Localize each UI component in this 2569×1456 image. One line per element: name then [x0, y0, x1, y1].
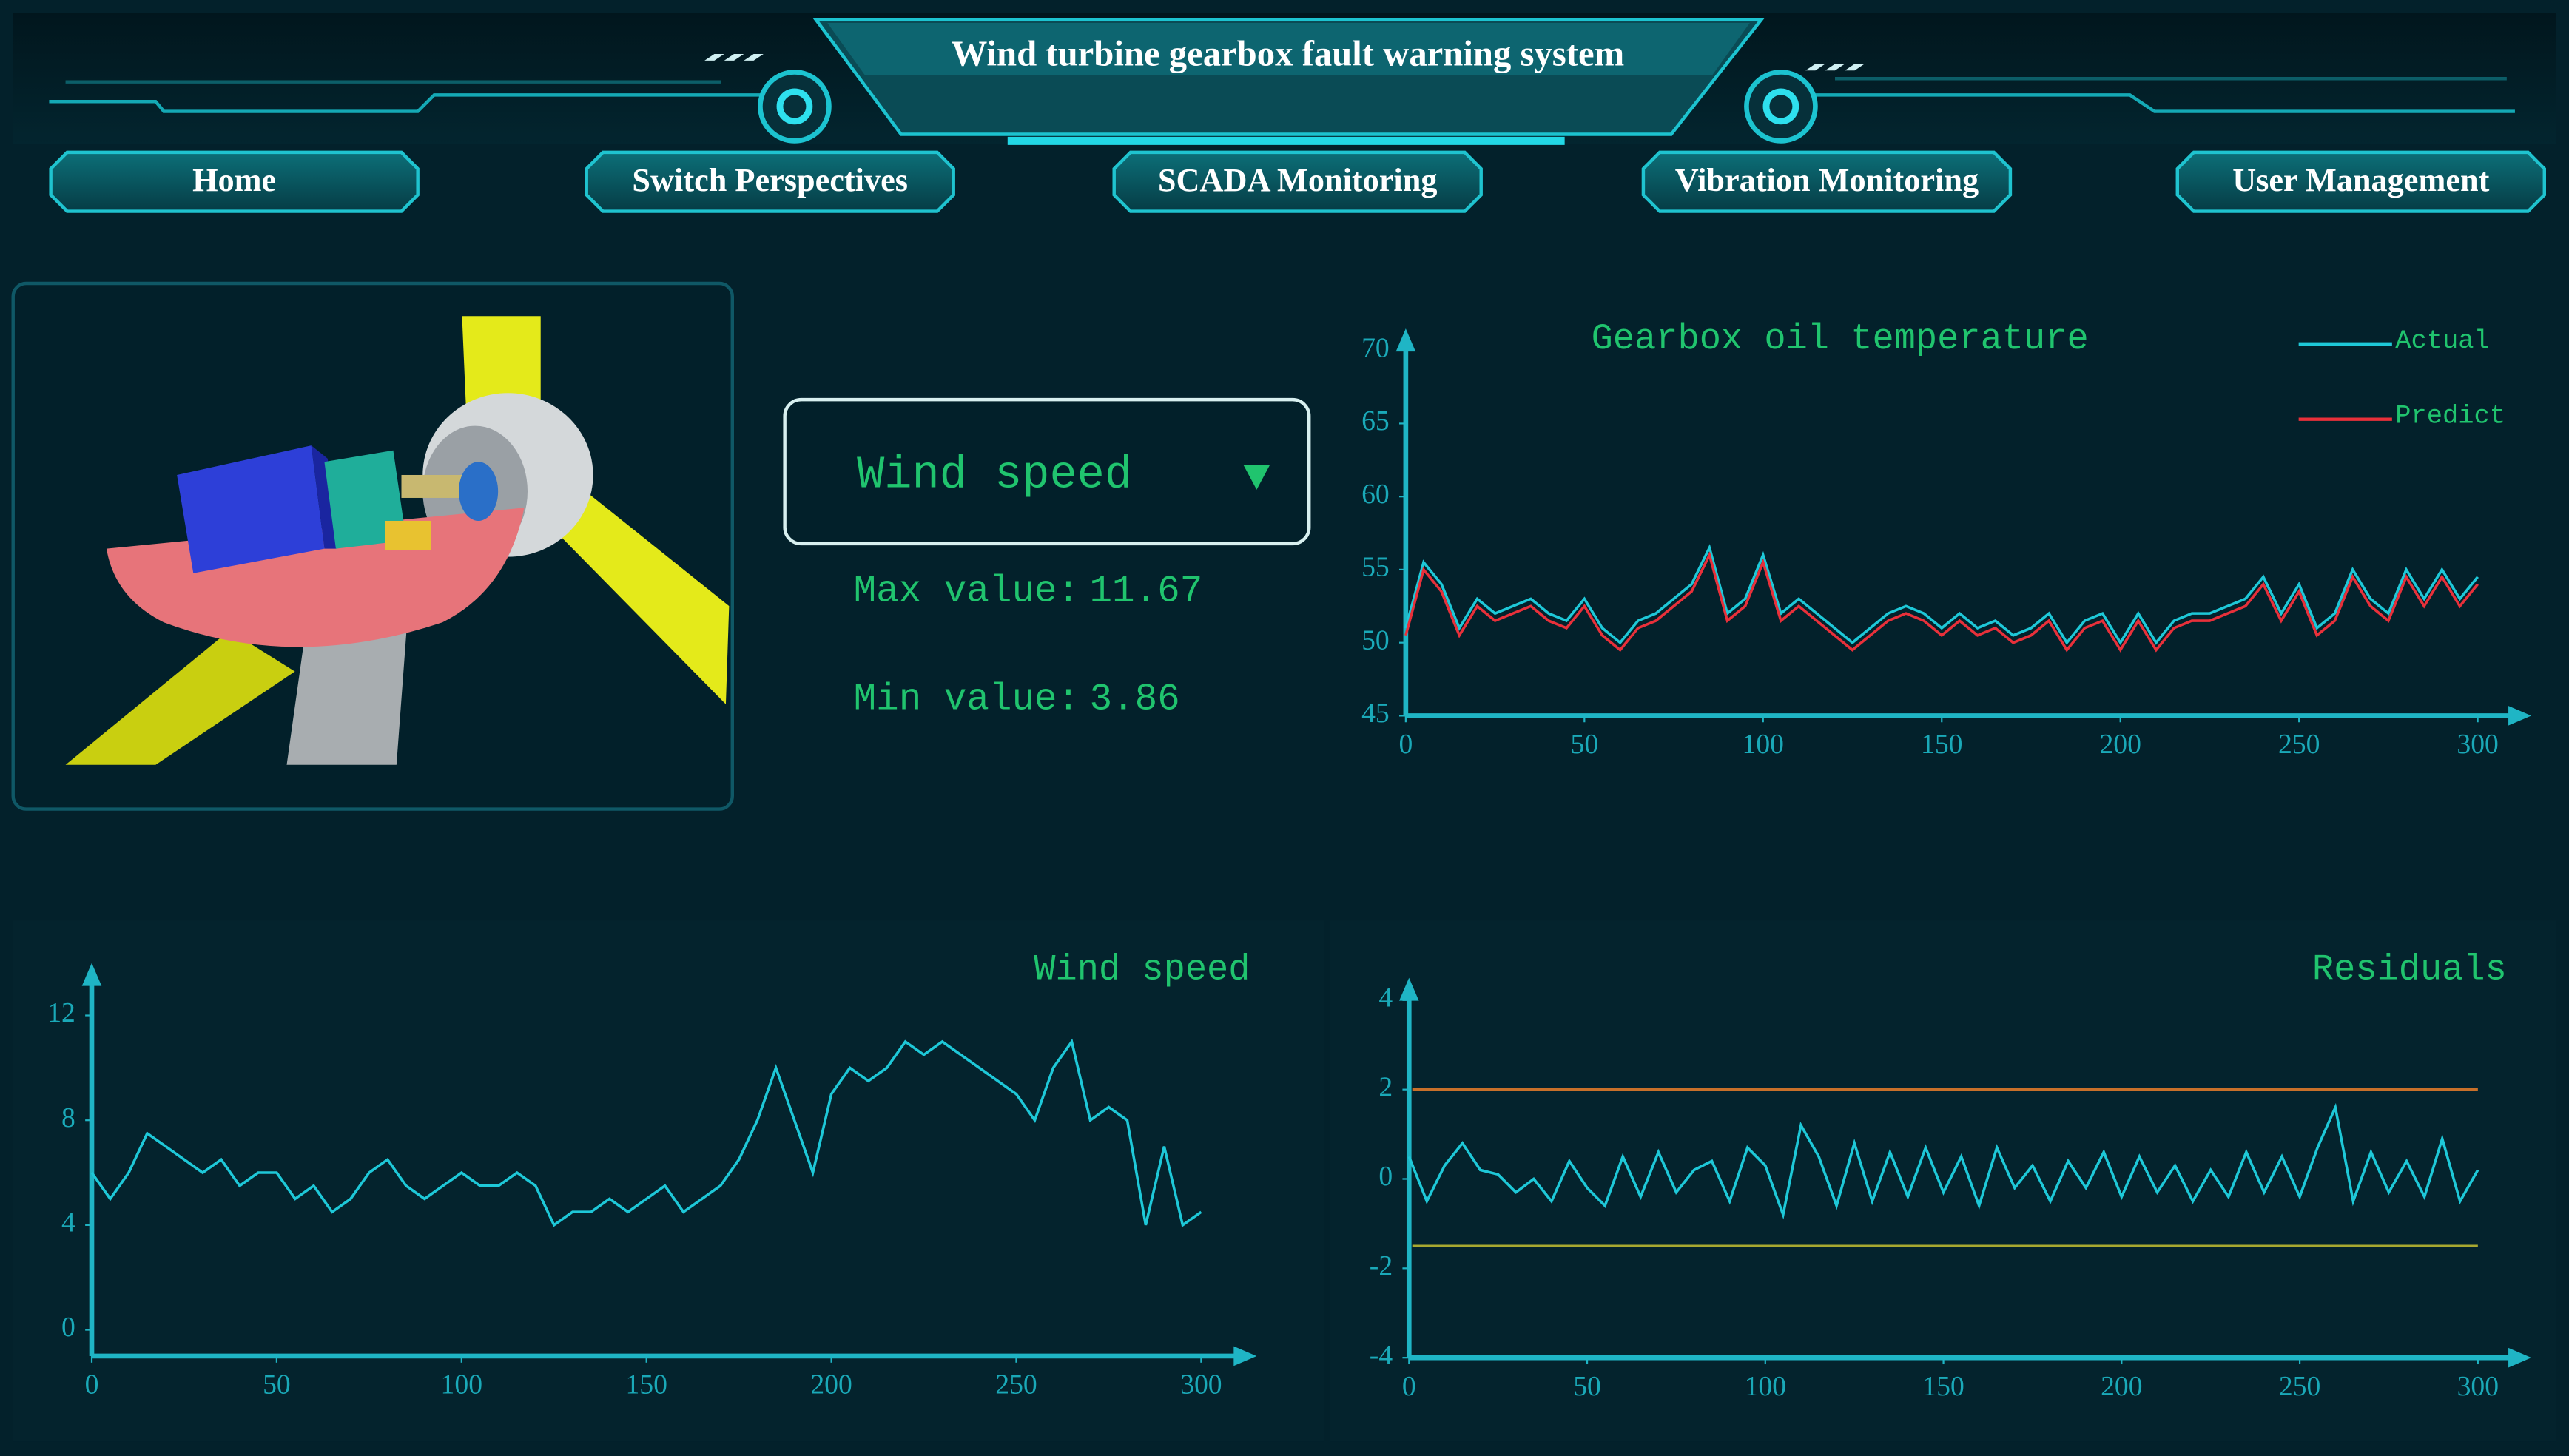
gear-ring [1744, 70, 1818, 144]
charts: Gearbox oil temperature 45 50 55 60 65 70 0 50 10… [47, 318, 2532, 1402]
gear-core [1762, 88, 1799, 125]
y-tick-label: 60 [1361, 479, 1390, 510]
dropdown-arrow[interactable] [1243, 465, 1270, 490]
data-line [1404, 551, 2479, 653]
blade [524, 474, 730, 704]
nav-button[interactable] [1641, 150, 2013, 213]
app-title: Wind turbine gearbox fault warning syste… [952, 34, 1624, 74]
y-tick-label: 65 [1361, 405, 1390, 437]
x-tick-label: 50 [1573, 1371, 1601, 1402]
nav-label[interactable]: Switch Perspectives [632, 162, 908, 198]
x-tick-label: 150 [1921, 729, 1962, 760]
x-axis-arrow [1233, 1346, 1257, 1366]
y-tick-label: -2 [1370, 1250, 1393, 1281]
nav-label[interactable]: SCADA Monitoring [1158, 162, 1438, 198]
legend-label: Predict [2395, 402, 2505, 431]
y-tick-label: 0 [61, 1312, 75, 1343]
stripes [1805, 64, 1865, 71]
y-axis-arrow [1395, 328, 1416, 352]
x-axis-arrow [2508, 706, 2532, 726]
y-tick-label: 4 [61, 1207, 75, 1238]
chart-title: Gearbox oil temperature [1592, 318, 2089, 360]
x-tick-label: 150 [1922, 1371, 1964, 1402]
generator-side [311, 445, 338, 549]
gear-icon [704, 54, 1865, 144]
nav-button[interactable] [1112, 150, 1483, 213]
header-decoration [49, 77, 2515, 145]
x-tick-label: 250 [2278, 729, 2320, 760]
min-value: 3.86 [1090, 679, 1180, 721]
min-label: Min value: [854, 679, 1080, 721]
panel-bg [13, 920, 1324, 1442]
x-tick-label: 200 [2099, 729, 2141, 760]
generator [177, 445, 325, 573]
x-tick-label: 0 [85, 1369, 99, 1401]
x-tick-label: 250 [995, 1369, 1037, 1401]
y-axis-arrow [1399, 977, 1419, 1001]
data-line [1407, 1102, 2479, 1220]
brake [385, 520, 431, 550]
bearing [459, 462, 499, 521]
x-tick-label: 0 [1402, 1371, 1416, 1402]
legend-label: Actual [2395, 326, 2490, 356]
header-line [49, 93, 770, 113]
y-tick-label: 50 [1361, 624, 1390, 655]
nav-label[interactable]: User Management [2232, 162, 2489, 198]
gear-ring [758, 70, 832, 144]
chart-title: Wind speed [1034, 948, 1250, 990]
data-line [90, 1038, 1202, 1227]
y-tick-label: -4 [1370, 1340, 1393, 1371]
x-tick-label: 50 [1571, 729, 1599, 760]
y-tick-label: 2 [1378, 1071, 1393, 1102]
x-tick-label: 50 [263, 1369, 291, 1401]
blade [65, 630, 295, 765]
nav-button[interactable] [2175, 150, 2546, 213]
x-tick-label: 100 [1743, 729, 1784, 760]
nav-bar: Home Switch Perspectives SCADA Monitoring V… [49, 150, 2546, 213]
x-tick-label: 300 [2457, 729, 2498, 760]
x-tick-label: 100 [441, 1369, 482, 1401]
max-value: 11.67 [1090, 571, 1203, 613]
y-tick-label: 4 [1378, 982, 1393, 1013]
x-tick-label: 300 [1180, 1369, 1222, 1401]
x-tick-label: 0 [1398, 729, 1413, 760]
stripes [704, 54, 764, 61]
header-line [1802, 93, 2515, 113]
y-axis-arrow [81, 963, 102, 986]
y-tick-label: 12 [47, 997, 75, 1028]
data-line [1404, 544, 2479, 646]
chart-title: Residuals [2312, 948, 2507, 990]
x-tick-label: 200 [810, 1369, 852, 1401]
title-plate [827, 22, 1750, 75]
max-label: Max value: [854, 571, 1080, 613]
x-tick-label: 150 [625, 1369, 667, 1401]
x-tick-label: 200 [2101, 1371, 2142, 1402]
nav-button[interactable] [49, 150, 420, 213]
x-tick-label: 300 [2457, 1371, 2499, 1402]
y-tick-label: 45 [1361, 698, 1390, 729]
y-tick-label: 70 [1361, 332, 1390, 363]
y-tick-label: 0 [1378, 1161, 1393, 1192]
gear-core [776, 88, 813, 125]
x-tick-label: 250 [2279, 1371, 2320, 1402]
y-tick-label: 8 [61, 1102, 75, 1133]
turbine-model [65, 316, 730, 765]
variable-selector[interactable] [783, 397, 1311, 546]
x-tick-label: 100 [1745, 1371, 1786, 1402]
nav-label[interactable]: Vibration Monitoring [1675, 162, 1979, 198]
x-axis-arrow [2508, 1347, 2532, 1368]
nav-label[interactable]: Home [192, 162, 276, 198]
nav-button[interactable] [585, 150, 955, 213]
y-tick-label: 55 [1361, 552, 1390, 583]
selector-label[interactable]: Wind speed [857, 448, 1132, 501]
